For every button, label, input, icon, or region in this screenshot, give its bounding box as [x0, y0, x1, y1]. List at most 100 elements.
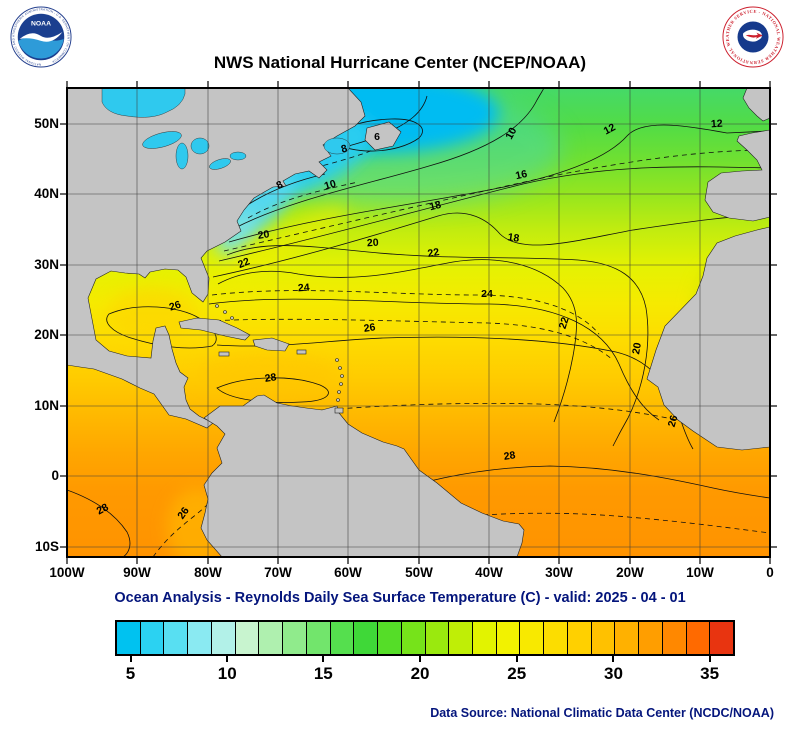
colorbar-cell	[520, 622, 545, 654]
colorbar-cell	[686, 622, 711, 654]
colorbar-cell	[140, 622, 165, 654]
contour-label: 18	[428, 199, 442, 214]
contour-label: 22	[427, 246, 441, 260]
lon-axis-label: 10W	[686, 565, 714, 580]
lat-axis-label: 10S	[34, 539, 59, 554]
colorbar-cell	[164, 622, 189, 654]
colorbar-tick-label: 35	[700, 664, 720, 683]
colorbar-tick-mark	[129, 656, 132, 662]
colorbar-cell	[188, 622, 212, 654]
colorbar-cell	[235, 622, 260, 654]
lat-axis-label: 20N	[34, 327, 59, 342]
lon-axis-label: 30W	[545, 565, 573, 580]
colorbar-cell	[662, 622, 687, 654]
colorbar-cell	[544, 622, 568, 654]
contour-label: 22	[236, 255, 251, 271]
landmasses	[67, 88, 770, 557]
contour-label: 20	[257, 228, 270, 242]
contour-label: 10	[323, 178, 338, 193]
colorbar-tick-labels: 5 10 15 20 25 30 35	[115, 656, 735, 688]
lat-axis-label: 40N	[34, 186, 59, 201]
contour-label: 8	[274, 179, 285, 192]
contour-label: 20	[630, 342, 644, 356]
lon-axis-label: 80W	[194, 565, 222, 580]
contour-label: 24	[298, 282, 311, 295]
data-source-note: Data Source: National Climatic Data Cent…	[430, 706, 774, 720]
colorbar-cell	[354, 622, 379, 654]
colorbar-cell	[211, 622, 236, 654]
contour-label: 6	[374, 131, 380, 143]
contour-label: 22	[557, 316, 572, 331]
colorbar-tick-label: 20	[410, 664, 430, 683]
nws-arrow-icon	[745, 32, 763, 39]
noaa-logo-icon: NATIONAL OCEANIC AND ATMOSPHERIC ADMINIS…	[10, 6, 72, 68]
contour-label: 26	[168, 299, 183, 314]
contour-label: 28	[264, 371, 277, 385]
colorbar-cell	[259, 622, 284, 654]
lon-axis-label: 70W	[264, 565, 292, 580]
inland-waters	[101, 88, 351, 170]
lat-axis-label: 50N	[34, 116, 59, 131]
colorbar-cell	[567, 622, 592, 654]
colorbar-cell	[401, 622, 426, 654]
lat-axis-label: 0	[51, 468, 59, 483]
map-caption: Ocean Analysis - Reynolds Daily Sea Surf…	[114, 590, 686, 606]
colorbar-tick-mark	[708, 656, 711, 662]
colorbar-cell	[639, 622, 663, 654]
colorbar-tick-mark	[515, 656, 518, 662]
contour-label: 10	[503, 125, 519, 141]
contour-label: 28	[503, 449, 516, 463]
lat-axis-label: 10N	[34, 398, 59, 413]
page-title: NWS National Hurricane Center (NCEP/NOAA…	[213, 53, 587, 72]
lon-axis-label: 60W	[334, 565, 362, 580]
contour-label: 26	[666, 414, 681, 429]
colorbar-tick-mark	[612, 656, 615, 662]
lon-axis-label: 100W	[49, 565, 85, 580]
colorbar-tick-label: 15	[313, 664, 333, 683]
colorbar-cell	[496, 622, 521, 654]
lat-axis-label: 30N	[34, 257, 59, 272]
colorbar-tick-label: 10	[217, 664, 237, 683]
noaa-logo-text: NOAA	[31, 20, 51, 27]
colorbar-cell	[591, 622, 616, 654]
graticule	[67, 88, 770, 557]
contour-label: 16	[514, 168, 528, 182]
contour-value-labels: 6 8 8 10 10 12 12 16 18 18 20 20 20 22 22 22 24 24 26 26 26 2…	[95, 118, 724, 522]
colorbar-cell	[473, 622, 497, 654]
colorbar-tick-mark	[419, 656, 422, 662]
contour-label: 8	[340, 143, 349, 156]
lon-axis-label: 50W	[405, 565, 433, 580]
contour-label: 20	[367, 237, 380, 250]
lon-axis-label: 40W	[475, 565, 503, 580]
contour-label: 28	[95, 501, 111, 517]
colorbar-tick-mark	[226, 656, 229, 662]
axis-ticks	[60, 81, 777, 564]
colorbar-cell	[449, 622, 474, 654]
map-area: 6 8 8 10 10 12 12 16 18 18 20 20 20 22 22 22 24 24 26 26 26 2…	[60, 81, 777, 564]
colorbar-tick-label: 30	[604, 664, 623, 683]
contour-label: 12	[602, 121, 618, 137]
contour-label: 24	[481, 288, 493, 300]
nws-logo-icon: NATIONAL WEATHER SERVICE - NATIONAL WEAT…	[722, 6, 784, 68]
colorbar-cell	[710, 622, 734, 654]
lon-axis-label: 90W	[123, 565, 151, 580]
colorbar-tick-label: 5	[125, 664, 136, 683]
temperature-colorbar	[115, 620, 735, 656]
lon-axis-label: 20W	[616, 565, 644, 580]
colorbar-cell	[378, 622, 402, 654]
colorbar-cell	[283, 622, 307, 654]
contour-label: 12	[711, 118, 724, 131]
noaa-gull-icon	[19, 32, 63, 42]
colorbar-cell	[117, 622, 141, 654]
colorbar-cell	[306, 622, 331, 654]
colorbar-cell	[615, 622, 640, 654]
lon-axis-label: 0	[766, 565, 774, 580]
contour-label: 18	[507, 231, 520, 245]
colorbar-cell	[330, 622, 355, 654]
contour-label: 26	[363, 321, 376, 335]
colorbar-tick-label: 25	[507, 664, 527, 683]
map-frame	[66, 87, 771, 558]
colorbar-tick-mark	[322, 656, 325, 662]
colorbar-cell	[425, 622, 450, 654]
